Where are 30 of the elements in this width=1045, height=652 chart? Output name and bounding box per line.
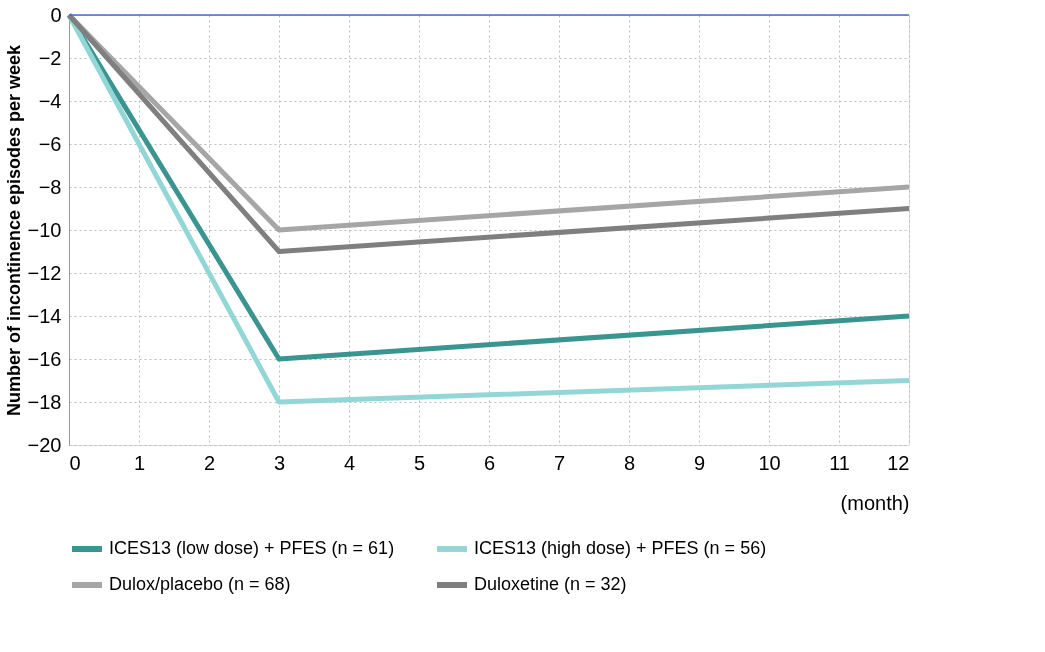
legend-label: Duloxetine (n = 32) [474,574,627,594]
y-tick-label: −16 [27,347,62,370]
y-tick-label: −14 [27,304,62,327]
legend-label: ICES13 (low dose) + PFES (n = 61) [109,538,395,558]
y-tick-label: 0 [50,3,62,26]
y-tick-label: −12 [27,261,62,284]
x-tick-label: 1 [133,451,146,474]
x-tick-label: 2 [203,451,216,474]
x-tick-label: 3 [273,451,286,474]
y-tick-label: −4 [38,89,62,112]
y-tick-label: −2 [38,46,62,69]
legend-label: ICES13 (high dose) + PFES (n = 56) [474,538,767,558]
legend-label: Dulox/placebo (n = 68) [109,574,291,594]
x-axis-title: (month) [840,491,910,514]
x-tick-label: 8 [623,451,636,474]
y-tick-label: −10 [27,218,62,241]
x-tick-label: 4 [343,451,356,474]
x-tick-label: 7 [553,451,566,474]
y-tick-label: −6 [38,132,62,155]
y-tick-label: −8 [38,175,62,198]
x-tick-label: 10 [758,451,781,474]
y-tick-label: −20 [27,433,62,456]
x-tick-label: 11 [829,451,850,474]
x-tick-label: 0 [69,451,81,474]
x-tick-label: 9 [693,451,706,474]
y-tick-label: −18 [27,390,62,413]
x-tick-label: 6 [483,451,496,474]
x-tick-label: 5 [413,451,426,474]
y-axis-title: Number of incontinence episodes per week [3,43,24,417]
x-tick-label: 12 [887,451,910,474]
